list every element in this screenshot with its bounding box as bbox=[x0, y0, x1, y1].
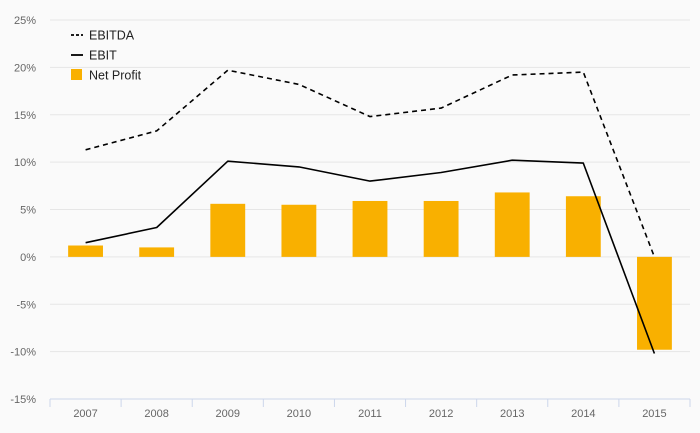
y-tick-label: -5% bbox=[16, 299, 36, 311]
y-tick-label: 25% bbox=[14, 15, 36, 27]
y-axis-ticks: 25% 20% 15% 10% 5% 0% -5% -10% -15% bbox=[10, 15, 36, 406]
ebit-line bbox=[85, 159, 656, 354]
net-profit-bars bbox=[68, 192, 672, 350]
ebitda-line bbox=[85, 69, 656, 258]
legend: EBITDA EBIT Net Profit bbox=[71, 29, 142, 83]
net-profit-bar bbox=[565, 196, 601, 257]
x-axis: 2007 2008 2009 2010 2011 2012 2013 2014 2015 bbox=[49, 398, 691, 420]
x-tick-label: 2011 bbox=[358, 408, 382, 420]
x-tick-label: 2010 bbox=[287, 408, 311, 420]
x-tick-label: 2009 bbox=[216, 408, 240, 420]
net-profit-bar bbox=[494, 192, 530, 257]
y-tick-label: 15% bbox=[14, 110, 36, 122]
y-tick-label: -10% bbox=[10, 347, 36, 359]
net-profit-bar bbox=[210, 203, 246, 257]
net-profit-bar bbox=[281, 204, 317, 257]
x-tick-label: 2014 bbox=[571, 408, 595, 420]
legend-label: EBIT bbox=[89, 49, 117, 63]
x-tick-label: 2007 bbox=[73, 408, 97, 420]
x-tick-label: 2013 bbox=[500, 408, 524, 420]
legend-label: Net Profit bbox=[89, 69, 142, 83]
net-profit-bar bbox=[352, 200, 388, 257]
net-profit-bar bbox=[68, 245, 103, 257]
x-tick-label: 2008 bbox=[144, 408, 168, 420]
line-series bbox=[85, 69, 656, 354]
net-profit-bar bbox=[139, 247, 175, 257]
net-profit-bar bbox=[637, 256, 672, 350]
y-tick-label: 0% bbox=[20, 252, 36, 264]
y-tick-label: -15% bbox=[10, 394, 36, 406]
gridlines bbox=[50, 19, 690, 353]
legend-swatch-net-profit bbox=[71, 69, 82, 80]
legend-label: EBITDA bbox=[89, 29, 135, 43]
y-tick-label: 20% bbox=[14, 62, 36, 74]
y-tick-label: 10% bbox=[14, 157, 36, 169]
net-profit-bar bbox=[423, 200, 459, 257]
y-tick-label: 5% bbox=[20, 205, 36, 217]
x-tick-label: 2015 bbox=[642, 408, 666, 420]
x-tick-label: 2012 bbox=[429, 408, 453, 420]
